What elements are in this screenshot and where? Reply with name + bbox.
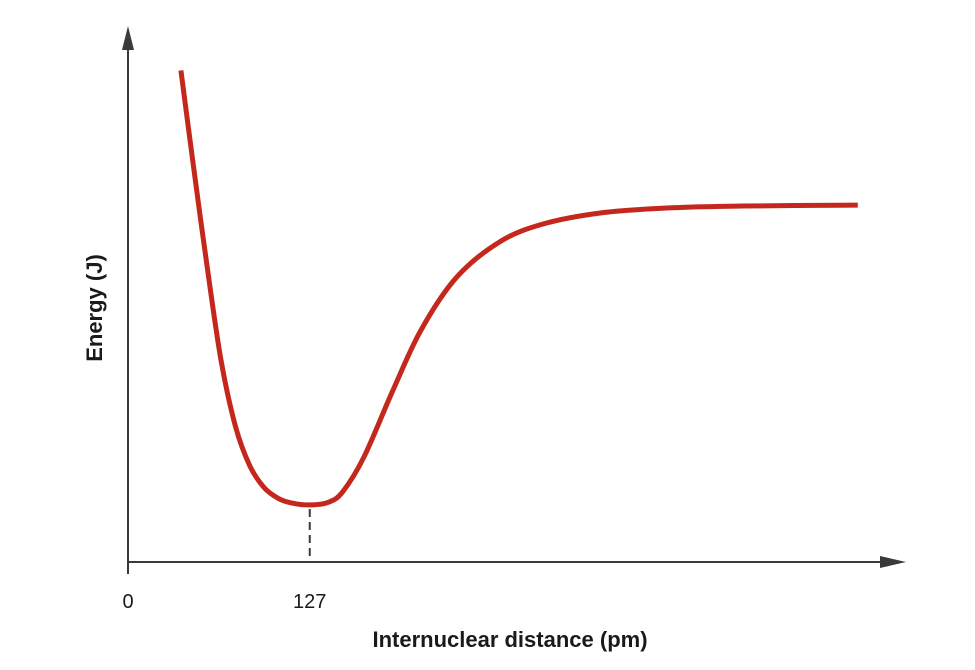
x-tick-label-0: 0 xyxy=(122,591,133,613)
x-axis-arrow-icon xyxy=(880,556,906,568)
x-axis-label: Internuclear distance (pm) xyxy=(372,627,647,652)
y-axis-label: Energy (J) xyxy=(82,254,107,362)
x-tick-label-127: 127 xyxy=(293,591,326,613)
y-axis-arrow-icon xyxy=(122,26,134,50)
potential-energy-curve xyxy=(178,70,858,508)
